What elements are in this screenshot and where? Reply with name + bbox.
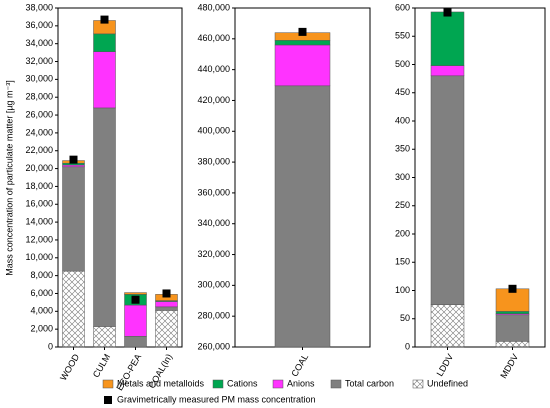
- y-tick-label: 24,000: [25, 127, 53, 137]
- y-tick-label: 440,000: [197, 64, 230, 74]
- y-tick-label: 200: [395, 228, 410, 238]
- legend-label: Gravimetrically measured PM mass concent…: [117, 394, 316, 404]
- x-tick-label: COAL: [289, 352, 310, 378]
- y-tick-label: 300,000: [197, 280, 230, 290]
- bar-segment: [155, 301, 178, 308]
- x-tick-label: CULM: [91, 352, 112, 379]
- y-tick-label: 34,000: [25, 38, 53, 48]
- y-tick-label: 150: [395, 257, 410, 267]
- bar-segment: [274, 85, 331, 348]
- y-tick-label: 0: [405, 341, 410, 351]
- y-tick-label: 0: [48, 341, 53, 351]
- y-tick-label: 4,000: [30, 306, 53, 316]
- y-tick-label: 12,000: [25, 234, 53, 244]
- y-tick-label: 30,000: [25, 74, 53, 84]
- bar-segment: [93, 33, 116, 52]
- bar-segment: [430, 304, 465, 348]
- bar-segment: [124, 292, 147, 295]
- y-tick-label: 450: [395, 87, 410, 97]
- legend-label: Anions: [287, 378, 315, 388]
- y-tick-label: 600: [395, 2, 410, 12]
- x-tick-label: LDDV: [435, 352, 456, 378]
- bar-segment: [274, 44, 331, 87]
- y-tick-label: 550: [395, 31, 410, 41]
- y-tick-label: 300: [395, 172, 410, 182]
- bar-segment: [155, 306, 178, 311]
- marker: [131, 295, 140, 304]
- bar-segment: [430, 65, 465, 77]
- bar-segment: [93, 107, 116, 327]
- y-tick-label: 460,000: [197, 33, 230, 43]
- marker: [508, 284, 517, 293]
- bar-segment: [62, 270, 85, 348]
- y-tick-label: 280,000: [197, 311, 230, 321]
- y-tick-label: 38,000: [25, 2, 53, 12]
- y-tick-label: 26,000: [25, 109, 53, 119]
- y-tick-label: 28,000: [25, 92, 53, 102]
- x-tick-label: WOOD: [58, 352, 81, 383]
- bar-segment: [495, 314, 530, 342]
- legend-label: Metals and metalloids: [117, 378, 205, 388]
- y-tick-label: 16,000: [25, 199, 53, 209]
- y-tick-label: 22,000: [25, 145, 53, 155]
- y-tick-label: 50: [400, 313, 410, 323]
- bar-segment: [155, 310, 178, 348]
- y-tick-label: 32,000: [25, 56, 53, 66]
- y-tick-label: 2,000: [30, 324, 53, 334]
- legend-label: Cations: [227, 378, 258, 388]
- marker: [443, 8, 452, 17]
- bar-segment: [430, 75, 465, 305]
- y-tick-label: 500: [395, 59, 410, 69]
- marker: [162, 289, 171, 298]
- y-tick-label: 400,000: [197, 126, 230, 136]
- y-tick-label: 8,000: [30, 270, 53, 280]
- legend-swatch: [412, 379, 424, 389]
- bar-segment: [124, 336, 147, 348]
- y-tick-label: 320,000: [197, 249, 230, 259]
- bar-segment: [495, 311, 530, 314]
- bar-segment: [62, 164, 85, 168]
- y-tick-label: 360,000: [197, 187, 230, 197]
- marker: [298, 27, 307, 36]
- y-tick-label: 6,000: [30, 288, 53, 298]
- legend-swatch: [272, 379, 284, 389]
- y-tick-label: 100: [395, 285, 410, 295]
- legend-swatch: [102, 379, 114, 389]
- y-tick-label: 36,000: [25, 20, 53, 30]
- bar-segment: [93, 326, 116, 348]
- bar-segment: [274, 40, 331, 46]
- y-tick-label: 18,000: [25, 181, 53, 191]
- legend-swatch: [212, 379, 224, 389]
- y-tick-label: 350: [395, 144, 410, 154]
- bar-segment: [124, 304, 147, 337]
- legend-marker: [104, 396, 112, 404]
- y-tick-label: 10,000: [25, 252, 53, 262]
- x-tick-label: MDDV: [498, 352, 520, 380]
- y-tick-label: 250: [395, 200, 410, 210]
- y-tick-label: 420,000: [197, 95, 230, 105]
- legend-swatch: [330, 379, 342, 389]
- y-tick-label: 340,000: [197, 218, 230, 228]
- legend-label: Undefined: [427, 378, 468, 388]
- y-axis-label: Mass concentration of particulate matter…: [4, 80, 14, 276]
- y-tick-label: 20,000: [25, 163, 53, 173]
- y-tick-label: 480,000: [197, 2, 230, 12]
- y-tick-label: 14,000: [25, 216, 53, 226]
- plot-frame: [57, 7, 183, 348]
- marker: [100, 15, 109, 24]
- y-tick-label: 260,000: [197, 341, 230, 351]
- y-tick-label: 380,000: [197, 156, 230, 166]
- bar-segment: [430, 11, 465, 66]
- marker: [69, 155, 78, 164]
- bar-segment: [495, 341, 530, 348]
- bar-segment: [93, 51, 116, 109]
- bar-segment: [62, 166, 85, 272]
- legend-label: Total carbon: [345, 378, 394, 388]
- y-tick-label: 400: [395, 115, 410, 125]
